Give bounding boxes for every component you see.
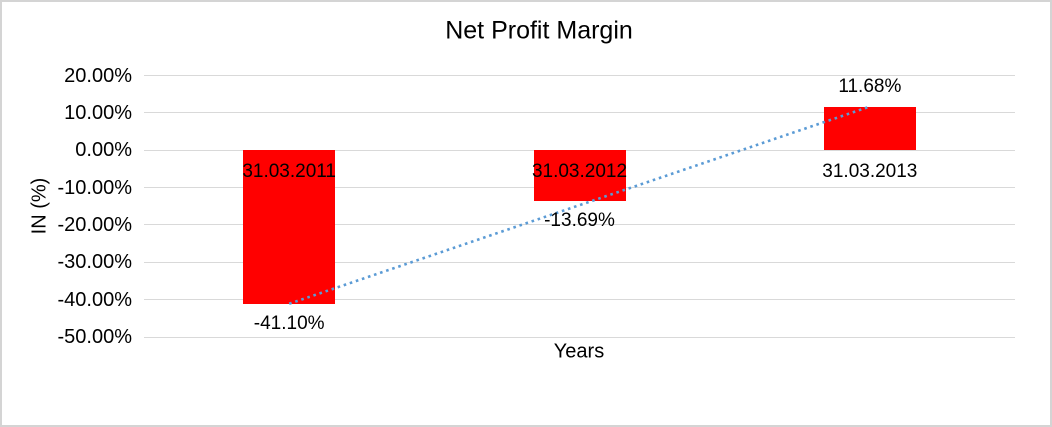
trendline <box>288 105 871 305</box>
value-label: 11.68% <box>838 75 902 97</box>
y-tick-label: 20.00% <box>64 64 132 87</box>
y-tick-label: -30.00% <box>57 251 133 274</box>
category-label: 31.03.2012 <box>531 161 628 183</box>
bar <box>823 106 916 151</box>
x-axis-title: Years <box>553 340 605 363</box>
y-tick-label: -20.00% <box>57 213 133 236</box>
value-label: -41.10% <box>253 312 325 334</box>
value-label: -13.69% <box>544 210 615 232</box>
gridline <box>144 75 1015 76</box>
y-tick-label: 0.00% <box>75 139 132 162</box>
y-tick-label: -40.00% <box>57 288 133 311</box>
y-tick-label: 10.00% <box>64 101 132 124</box>
gridline <box>144 336 1015 338</box>
category-label: 31.03.2013 <box>822 161 918 183</box>
category-label: 31.03.2011 <box>242 161 336 183</box>
y-tick-label: -10.00% <box>57 176 133 199</box>
chart-title: Net Profit Margin <box>445 16 633 45</box>
y-tick-label: -50.00% <box>57 326 133 348</box>
